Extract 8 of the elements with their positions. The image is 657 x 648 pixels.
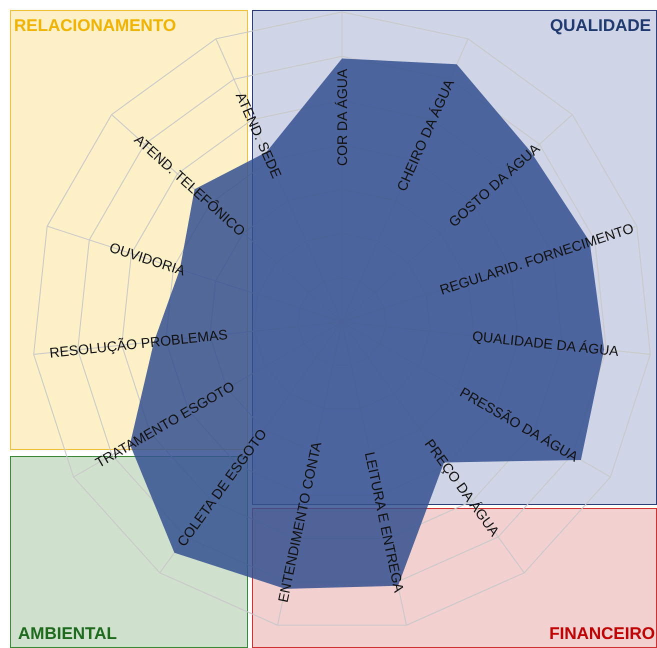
spoke-label: QUALIDADE DA ÁGUA — [472, 328, 620, 360]
text: QUALIDADE — [550, 16, 651, 36]
spoke-label: LEITURA E ENTREGA — [362, 450, 408, 594]
spoke-label: COR DA ÁGUA — [334, 68, 350, 166]
text: AMBIENTAL — [18, 624, 117, 644]
spoke-label: RESOLUÇÃO PROBLEMAS — [48, 326, 228, 361]
text: RELACIONAMENTO — [14, 16, 176, 36]
text: FINANCEIRO — [549, 624, 655, 644]
